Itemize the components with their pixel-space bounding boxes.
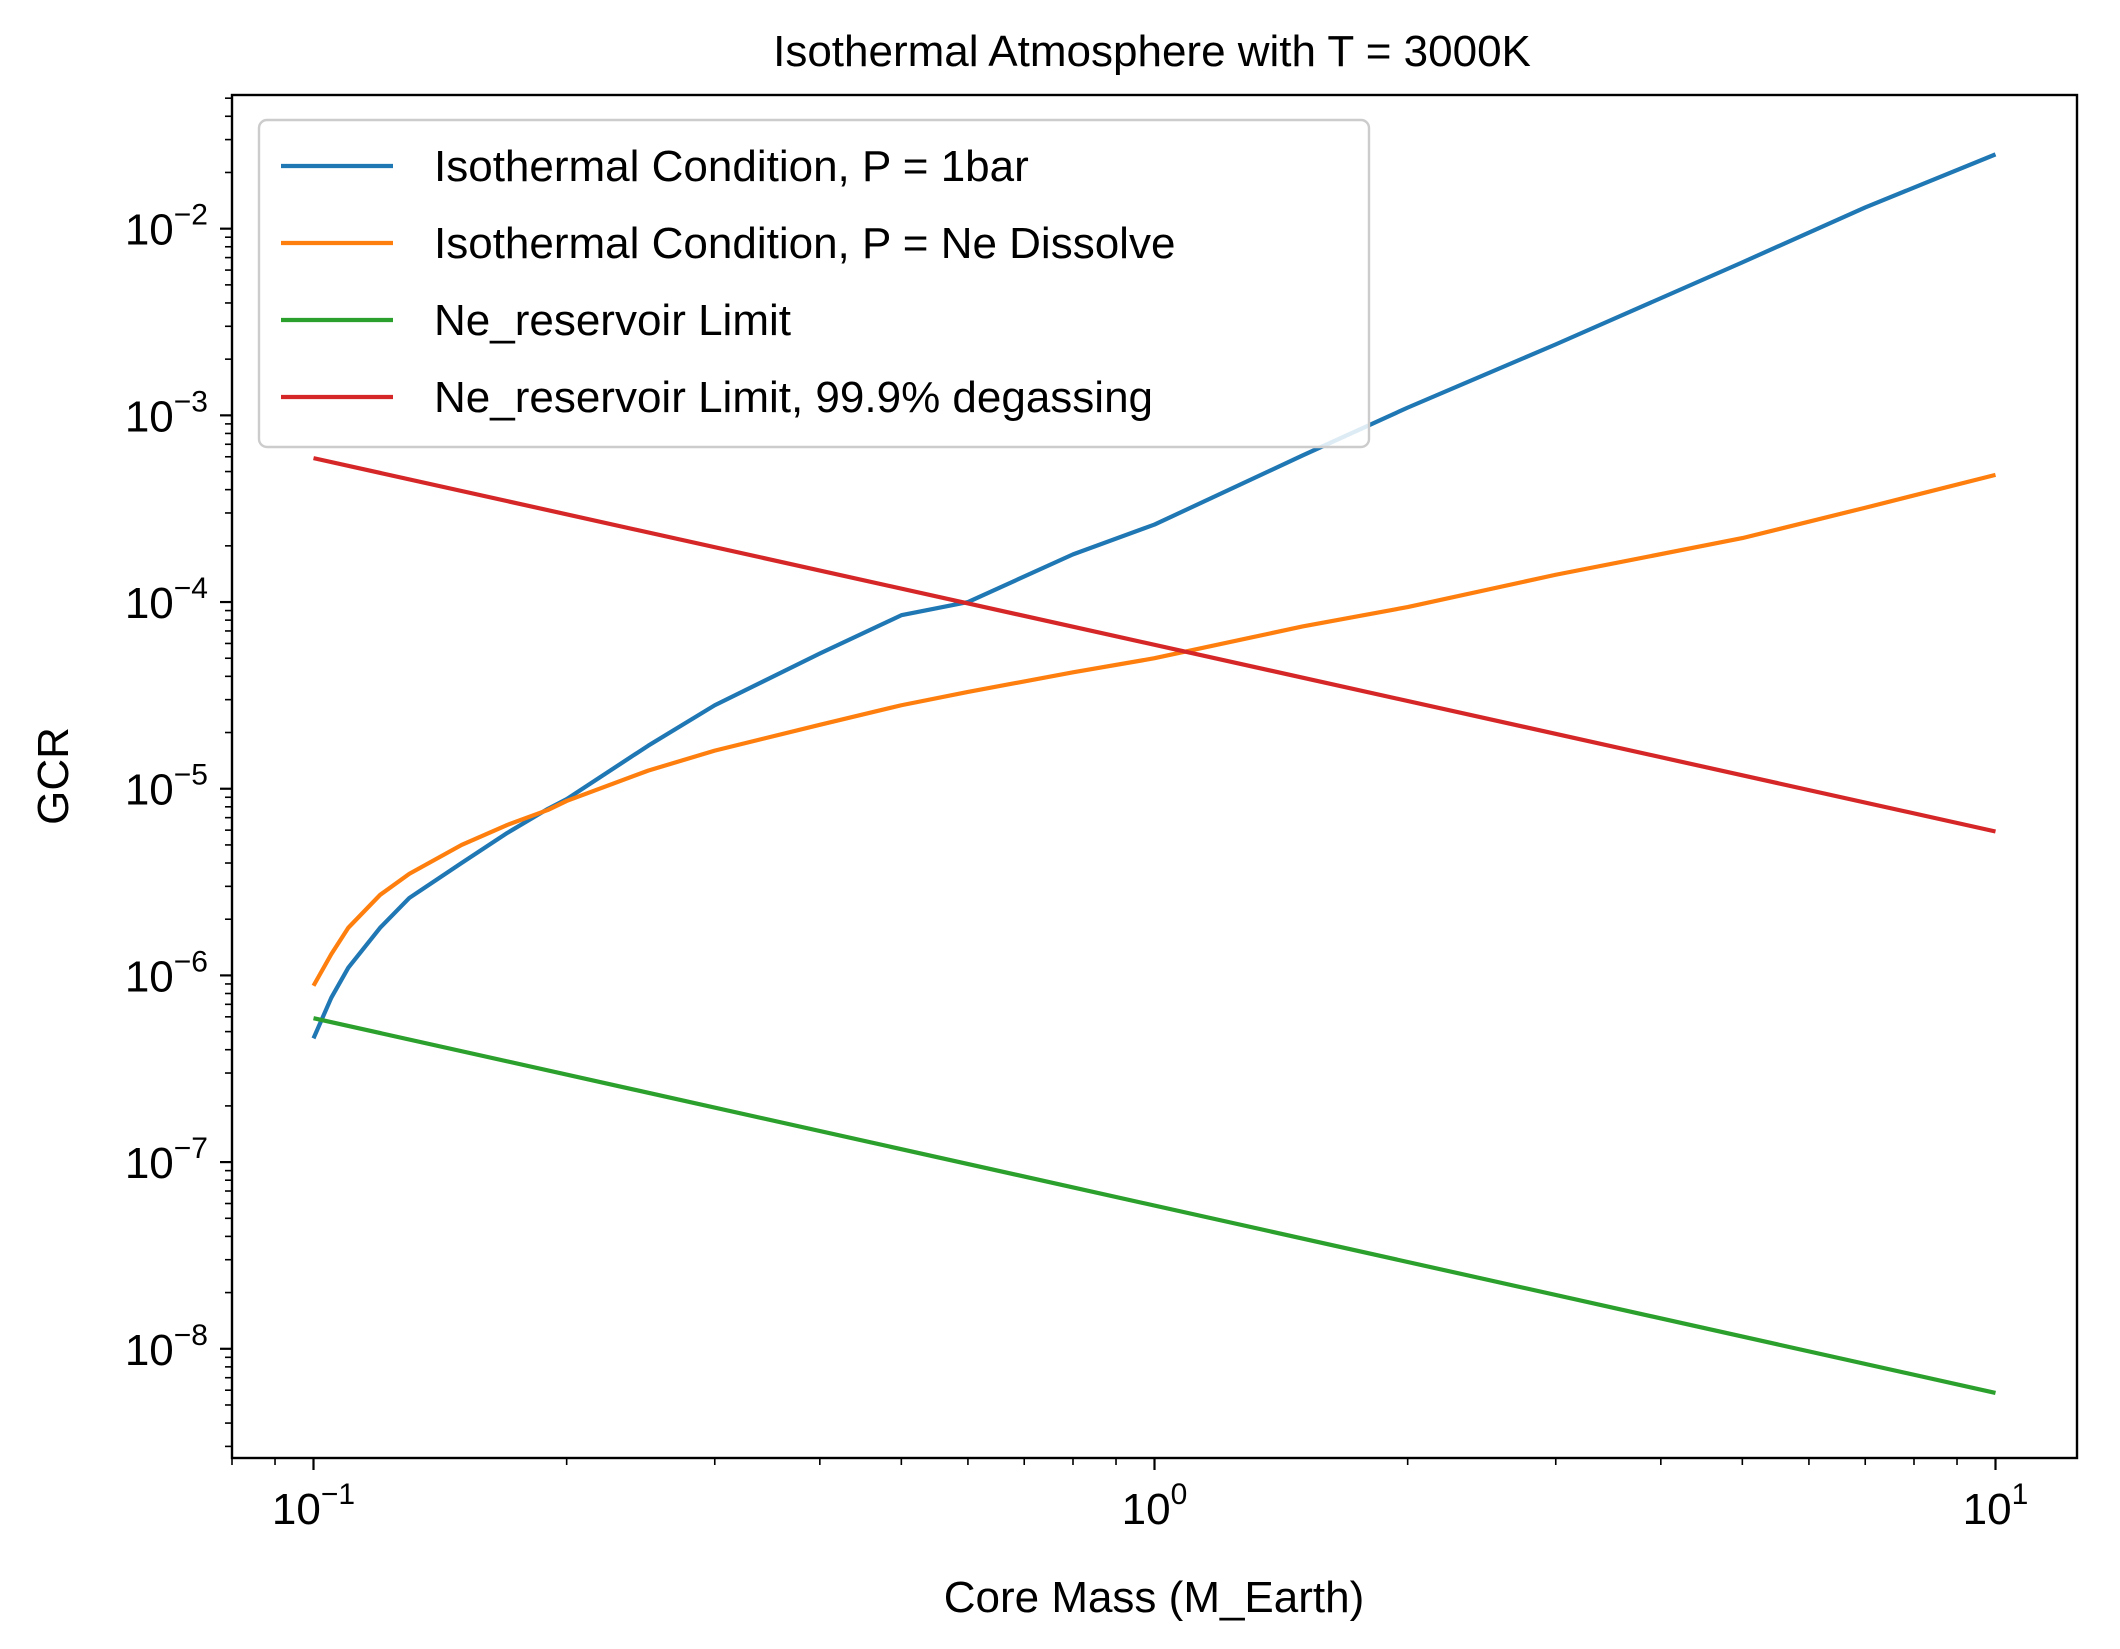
x-axis-label: Core Mass (M_Earth): [944, 1573, 1365, 1622]
ticks-layer: [220, 97, 1997, 1470]
legend: Isothermal Condition, P = 1bar Isothermal…: [257, 118, 1371, 449]
y-tick-label: 10−4: [125, 572, 208, 628]
series-line-3: [313, 1016, 1996, 1395]
series-line-1: [311, 152, 1997, 1040]
x-tick-label: 10−1: [272, 1478, 355, 1534]
y-tick-label: 10−5: [125, 759, 208, 815]
series-layer: [311, 152, 1997, 1395]
x-tick-labels: 10−1 100 101: [272, 1478, 2028, 1534]
chart-title: Isothermal Atmosphere with T = 3000K: [773, 27, 1531, 76]
y-tick-label: 10−2: [125, 199, 208, 255]
y-tick-labels: 10−8 10−7 10−6 10−5 10−4 10−3 10−2: [125, 199, 208, 1375]
y-tick-label: 10−6: [125, 945, 208, 1001]
y-tick-label: 10−7: [125, 1132, 208, 1188]
x-tick-label: 100: [1122, 1478, 1188, 1534]
legend-label-3: Ne_reservoir Limit: [434, 296, 791, 345]
series-line-2: [311, 472, 1997, 987]
x-tick-label: 101: [1963, 1478, 2029, 1534]
legend-label-4: Ne_reservoir Limit, 99.9% degassing: [434, 373, 1153, 422]
series-line-4: [313, 456, 1996, 834]
y-tick-label: 10−8: [125, 1319, 208, 1375]
legend-label-2: Isothermal Condition, P = Ne Dissolve: [434, 219, 1175, 268]
y-tick-label: 10−3: [125, 385, 208, 441]
y-axis-label: GCR: [29, 727, 78, 825]
legend-items: Isothermal Condition, P = 1bar Isothermal…: [281, 142, 1175, 422]
legend-box: [257, 118, 1371, 449]
legend-label-1: Isothermal Condition, P = 1bar: [434, 142, 1029, 191]
